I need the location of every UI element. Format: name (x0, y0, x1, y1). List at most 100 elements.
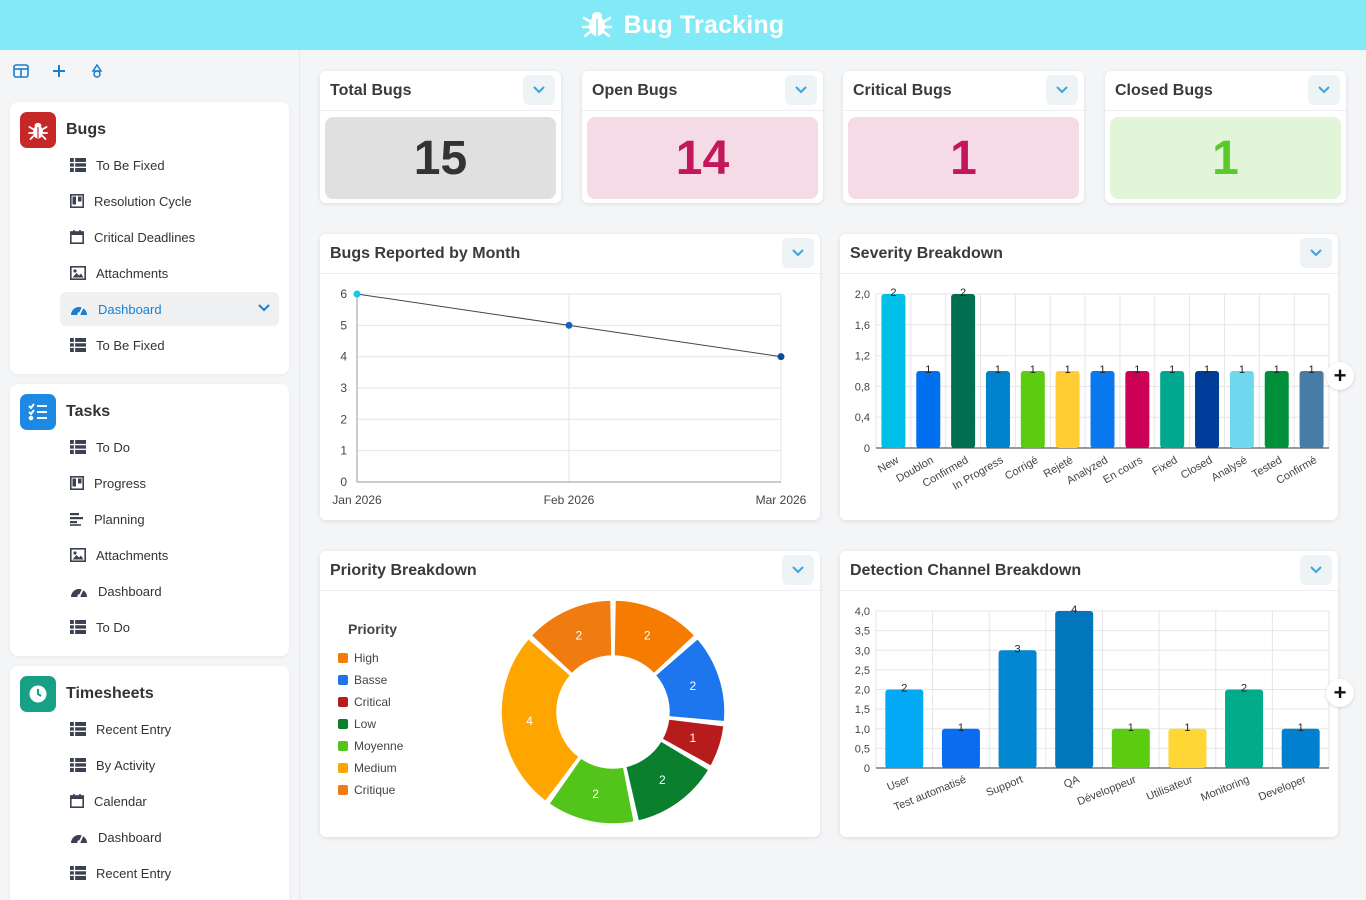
legend-label: Basse (354, 673, 388, 687)
donut-slice[interactable] (500, 637, 581, 803)
sidebar-item-dashboard[interactable]: Dashboard (60, 820, 279, 854)
legend-item[interactable]: Basse (338, 669, 403, 691)
sidebar-group-header[interactable]: Timesheets (20, 676, 154, 712)
bar[interactable] (1299, 371, 1324, 448)
sidebar-item-label: To Do (96, 439, 130, 455)
layout-icon[interactable] (10, 60, 32, 82)
bar[interactable] (1111, 728, 1150, 768)
bar-value-label: 1 (995, 364, 1001, 376)
bar-value-label: 1 (925, 364, 931, 376)
bar[interactable] (998, 650, 1037, 768)
card-menu-button[interactable] (1308, 75, 1340, 105)
sidebar-item-to-do[interactable]: To Do (60, 610, 279, 644)
donut-slice[interactable] (613, 599, 696, 675)
sidebar-item-attachments[interactable]: Attachments (60, 538, 279, 572)
y-tick-label: 1,0 (855, 724, 870, 736)
sidebar-item-recent-entry[interactable]: Recent Entry (60, 712, 279, 746)
sidebar-item-critical-deadlines[interactable]: Critical Deadlines (60, 220, 279, 254)
donut-slice[interactable] (547, 756, 636, 825)
bar[interactable] (1264, 371, 1289, 448)
card-menu-button[interactable] (1300, 555, 1332, 585)
sidebar-item-to-do[interactable]: To Do (60, 430, 279, 464)
data-point[interactable] (565, 321, 573, 329)
bar[interactable] (1055, 371, 1080, 448)
sidebar-item-dashboard[interactable]: Dashboard (60, 292, 279, 326)
legend-item[interactable]: Critique (338, 779, 403, 801)
x-tick-label: Closed (1179, 454, 1215, 482)
card-menu-button[interactable] (782, 238, 814, 268)
bar[interactable] (1225, 689, 1264, 769)
y-tick-label: 5 (340, 318, 347, 332)
sidebar-item-label: To Be Fixed (96, 337, 165, 353)
donut-slice[interactable] (660, 718, 725, 768)
bar[interactable] (885, 689, 924, 769)
bar[interactable] (1281, 728, 1320, 768)
bar[interactable] (1090, 371, 1115, 448)
priority-breakdown-card: Priority Breakdown Priority High Basse Cri… (320, 551, 820, 837)
add-widget-button[interactable]: + (1326, 362, 1354, 390)
donut-slice[interactable] (654, 637, 726, 723)
bar[interactable] (1160, 371, 1185, 448)
bar-value-label: 1 (1204, 364, 1210, 376)
image-icon (70, 266, 86, 280)
sidebar-item-label: Progress (94, 475, 147, 491)
donut-slice[interactable] (624, 739, 711, 823)
legend-item[interactable]: Low (338, 713, 403, 735)
card-menu-button[interactable] (1046, 75, 1078, 105)
sidebar-item-label: Resolution Cycle (94, 193, 192, 209)
x-tick-label: Corrigé (1003, 454, 1040, 482)
bar[interactable] (1168, 728, 1207, 768)
card-menu-button[interactable] (785, 75, 817, 105)
sidebar-item-attachments[interactable]: Attachments (60, 256, 279, 290)
sidebar-group-bugs: Bugs To Be Fixed Resolution Cycle Critic… (10, 102, 289, 374)
data-point[interactable] (777, 353, 785, 361)
bar-value-label: 1 (1065, 364, 1071, 376)
donut-slice[interactable] (530, 599, 613, 675)
data-point[interactable] (353, 290, 361, 298)
y-tick-label: 0,5 (855, 743, 870, 755)
sidebar-item-to-be-fixed[interactable]: To Be Fixed (60, 328, 279, 362)
legend-item[interactable]: Moyenne (338, 735, 403, 757)
legend-item[interactable]: Medium (338, 757, 403, 779)
chevron-down-icon[interactable] (257, 301, 271, 316)
detection-channel-card: Detection Channel Breakdown 0 0,5 1,0 1,5 2,… (840, 551, 1338, 837)
bar[interactable] (1229, 371, 1254, 448)
bar[interactable] (985, 371, 1010, 448)
bar[interactable] (1020, 371, 1045, 448)
bar-value-label: 1 (1134, 364, 1140, 376)
add-icon[interactable] (48, 60, 70, 82)
sidebar-group-header[interactable]: Bugs (20, 112, 106, 148)
y-tick-label: 2,0 (855, 685, 870, 697)
sync-icon[interactable] (86, 60, 108, 82)
bar[interactable] (916, 371, 941, 448)
card-menu-button[interactable] (1300, 238, 1332, 268)
bar[interactable] (941, 728, 980, 768)
sidebar-item-by-activity[interactable]: By Activity (60, 748, 279, 782)
slice-value-label: 2 (690, 679, 697, 693)
card-menu-button[interactable] (523, 75, 555, 105)
y-tick-label: 0 (864, 443, 870, 455)
sidebar-group-header[interactable]: Tasks (20, 394, 110, 430)
table-icon (70, 866, 86, 880)
bug-icon (20, 112, 56, 148)
sidebar-item-dashboard[interactable]: Dashboard (60, 574, 279, 608)
bar[interactable] (881, 294, 906, 448)
add-widget-button[interactable]: + (1326, 679, 1354, 707)
bar[interactable] (1195, 371, 1220, 448)
legend-item[interactable]: Critical (338, 691, 403, 713)
bar[interactable] (1055, 611, 1094, 768)
sidebar-item-progress[interactable]: Progress (60, 466, 279, 500)
bar-value-label: 2 (901, 683, 907, 695)
sidebar-item-planning[interactable]: Planning (60, 502, 279, 536)
sidebar-item-recent-entry[interactable]: Recent Entry (60, 856, 279, 890)
bar[interactable] (951, 294, 976, 448)
card-menu-button[interactable] (782, 555, 814, 585)
sidebar-item-calendar[interactable]: Calendar (60, 784, 279, 818)
bar[interactable] (1125, 371, 1150, 448)
legend-swatch (338, 697, 348, 707)
sidebar-item-to-be-fixed[interactable]: To Be Fixed (60, 148, 279, 182)
bar-value-label: 1 (1309, 364, 1315, 376)
legend-item[interactable]: High (338, 647, 403, 669)
sidebar-item-resolution-cycle[interactable]: Resolution Cycle (60, 184, 279, 218)
sidebar: Bugs To Be Fixed Resolution Cycle Critic… (0, 50, 300, 900)
